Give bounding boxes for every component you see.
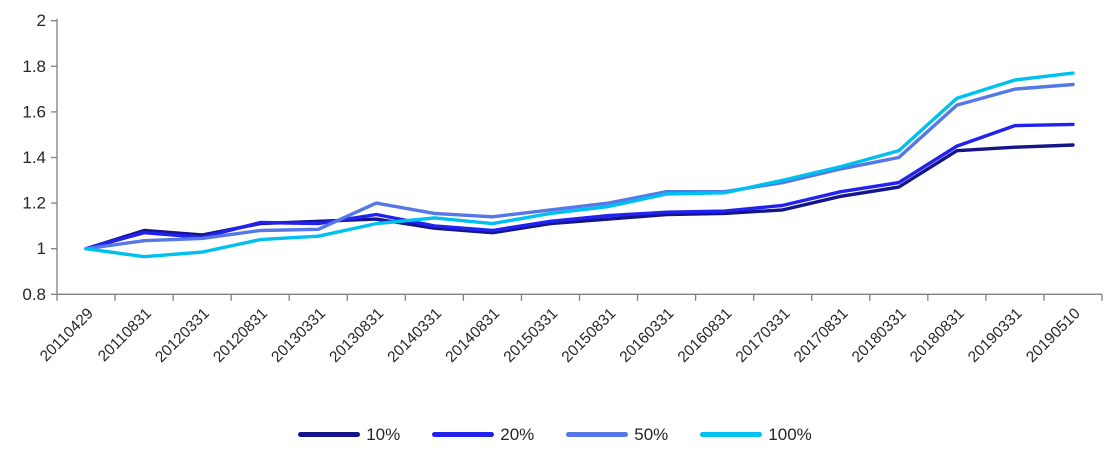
x-axis-tick-label: 20110831 — [95, 305, 155, 365]
y-axis-tick-label: 1.2 — [22, 194, 46, 213]
series-line-20% — [84, 122, 1075, 251]
legend-item-100pct: 100% — [700, 424, 812, 444]
legend-label-10pct: 10% — [366, 424, 401, 444]
x-axis-tick-label: 20170331 — [733, 305, 794, 366]
legend-item-10pct: 10% — [298, 426, 400, 443]
x-axis-tick-label: 20130831 — [326, 305, 387, 366]
legend-label-100pct: 100% — [768, 424, 812, 444]
y-axis-tick-label: 0.8 — [22, 285, 46, 304]
legend-label-20pct: 20% — [500, 424, 535, 444]
x-axis-tick-label: 20140831 — [442, 305, 503, 366]
chart-legend: 10% 20% 50% 100% — [0, 419, 1110, 449]
series-line-50% — [84, 82, 1075, 251]
x-axis-tick-label: 20190331 — [965, 305, 1026, 366]
y-axis-tick-label: 1.4 — [22, 148, 46, 167]
y-axis-tick-label: 2 — [37, 11, 46, 30]
x-axis-tick-label: 20170831 — [791, 305, 852, 366]
legend-label-50pct: 50% — [634, 424, 669, 444]
x-axis-tick-label: 20160831 — [675, 305, 736, 366]
x-axis-tick-label: 20150831 — [559, 305, 620, 366]
legend-item-50pct: 50% — [566, 426, 668, 443]
x-axis-tick-label: 20190510 — [1023, 305, 1084, 366]
y-axis-tick-label: 1.8 — [22, 57, 46, 76]
x-axis-tick-label: 20110429 — [37, 305, 97, 365]
x-axis-tick-label: 20120331 — [152, 305, 213, 366]
series-line-100% — [84, 71, 1075, 259]
legend-swatch-20pct — [432, 431, 495, 437]
legend-swatch-10pct — [298, 431, 361, 437]
legend-item-20pct: 20% — [432, 426, 534, 443]
legend-swatch-50pct — [566, 431, 629, 437]
x-axis-tick-label: 20160331 — [617, 305, 678, 366]
x-axis-tick-label: 20180831 — [907, 305, 968, 366]
y-axis-tick-label: 1.6 — [22, 102, 46, 121]
y-axis-tick-label: 1 — [37, 239, 46, 258]
legend-swatch-100pct — [700, 431, 763, 437]
x-axis-tick-label: 20140331 — [384, 305, 445, 366]
x-axis-tick-label: 20150331 — [501, 305, 562, 366]
x-axis-tick-label: 20130331 — [268, 305, 329, 366]
x-axis-tick-label: 20120831 — [210, 305, 271, 366]
x-axis-tick-label: 20180331 — [849, 305, 910, 366]
